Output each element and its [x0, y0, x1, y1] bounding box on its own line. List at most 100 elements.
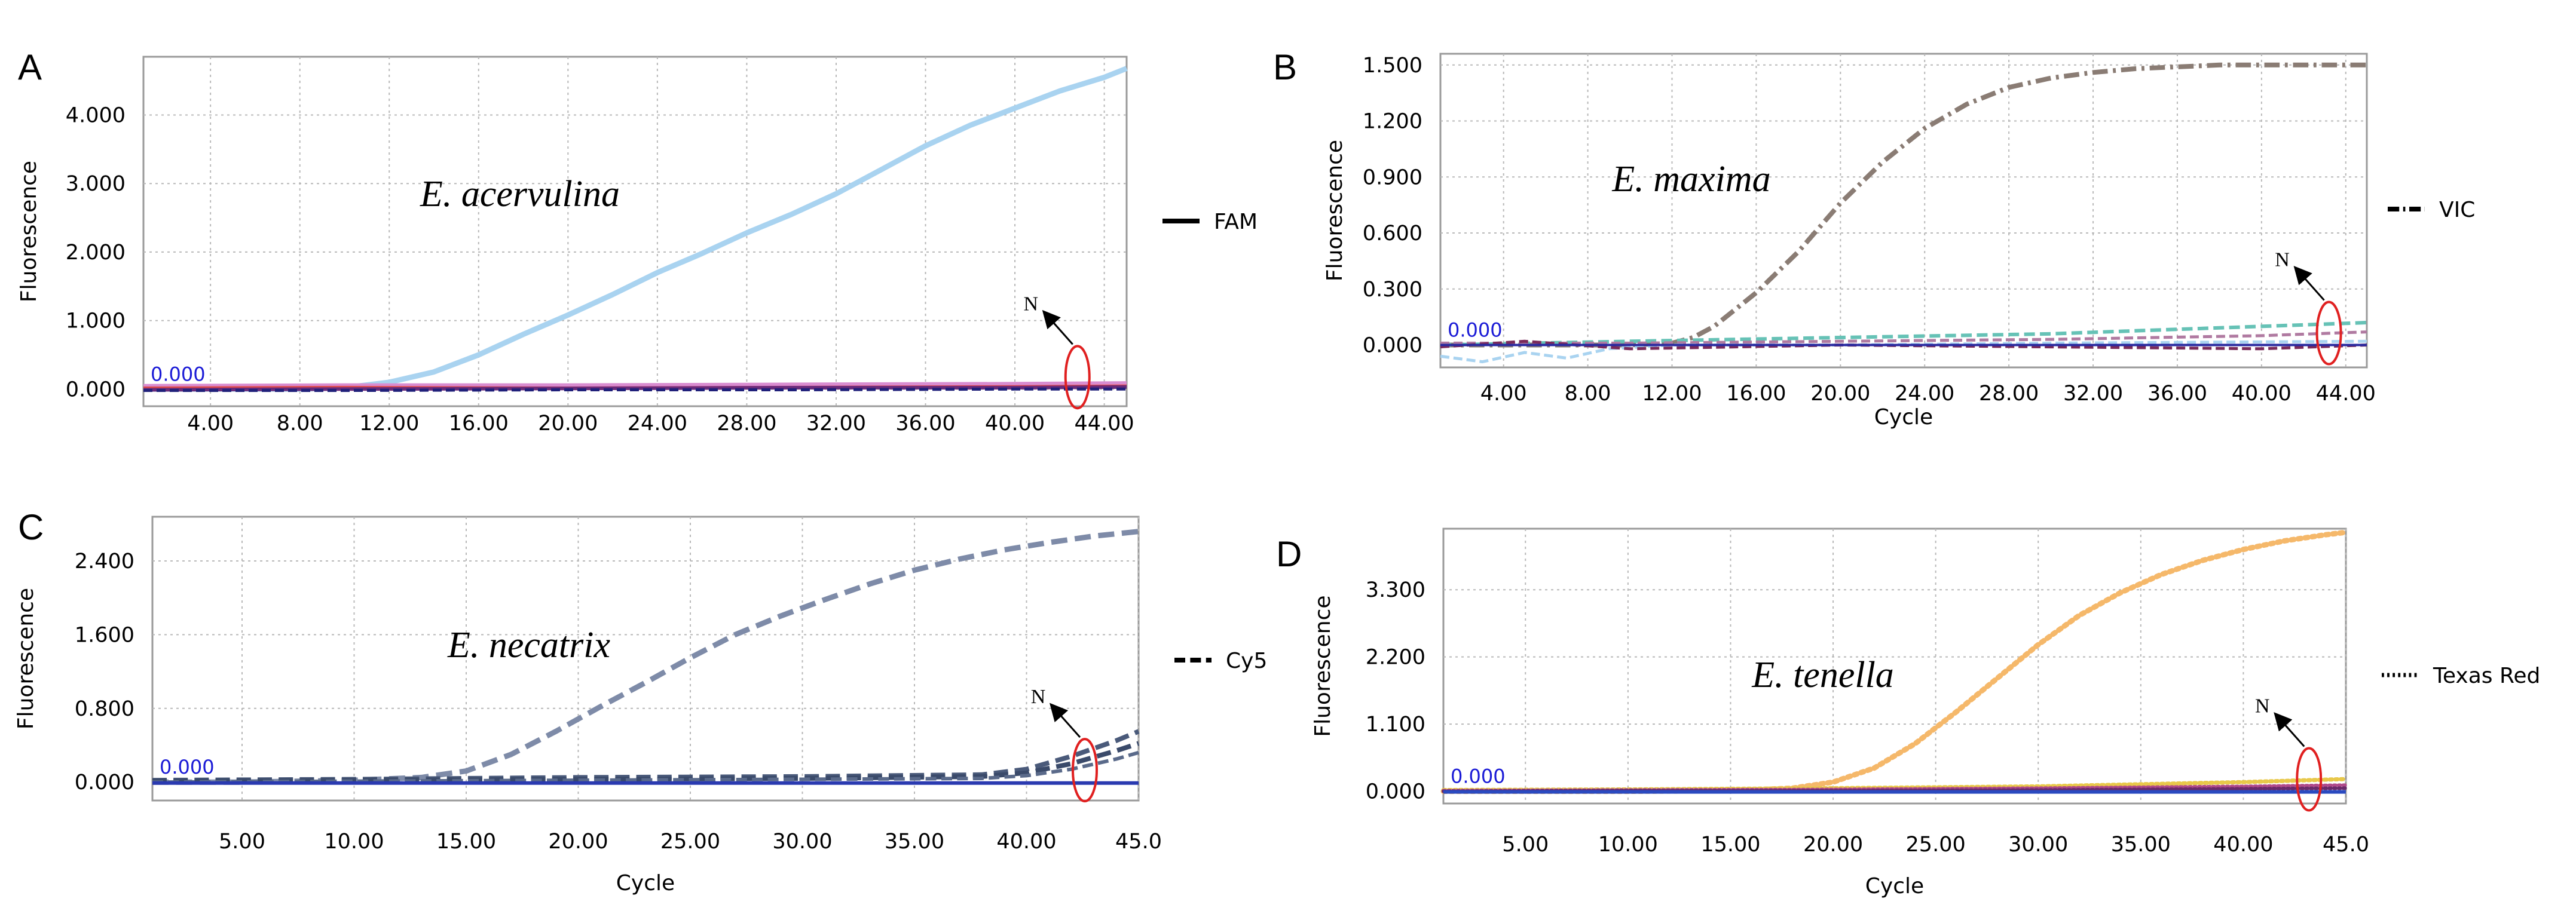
x-tick-label: 30.00	[772, 830, 832, 854]
x-axis-title: Cycle	[1865, 874, 1924, 898]
x-tick-label: 8.00	[1565, 382, 1611, 406]
negative-marker-ellipse	[2296, 747, 2323, 812]
x-tick-label: 40.00	[2213, 833, 2273, 857]
y-tick-label: 1.000	[66, 309, 126, 333]
y-tick-label: 1.600	[75, 623, 134, 647]
x-tick-label: 28.00	[717, 412, 776, 436]
y-tick-label: 2.200	[1366, 646, 1425, 670]
legend: Cy5	[1174, 649, 1267, 673]
x-tick-label: 45.0	[2323, 833, 2369, 857]
x-tick-label: 24.00	[1895, 382, 1954, 406]
panel-d: D 5.00 10.00 15.00 20.00 25.00 30.00 35.00 40.00…	[1276, 527, 2540, 898]
series-group	[1440, 529, 2349, 795]
x-tick-label: 15.00	[1700, 833, 1760, 857]
panel-c: C 5.00 10.00 15.00 20.00 25.00 30.00 35.00 40.00…	[14, 507, 1267, 895]
y-tick-label: 0.900	[1363, 165, 1422, 189]
y-axis-title: Fluorescence	[1311, 595, 1335, 737]
threshold-label: 0.000	[1451, 765, 1506, 788]
negative-marker-arrow	[1042, 309, 1073, 345]
y-tick-label: 2.000	[66, 241, 126, 265]
x-tick-label: 12.00	[359, 412, 419, 436]
y-tick-label: 1.500	[1363, 54, 1422, 78]
y-tick-label: 3.000	[66, 172, 126, 196]
plot-area	[1439, 53, 2368, 369]
species-label: E. acervulina	[420, 174, 620, 214]
series-group	[1440, 62, 2367, 364]
negative-marker-arrow	[2274, 712, 2305, 747]
plot-area	[142, 56, 1128, 407]
legend: VIC	[2388, 198, 2475, 222]
x-tick-label: 20.00	[1810, 382, 1870, 406]
y-tick-label: 4.000	[66, 104, 126, 128]
y-axis-title: Fluorescence	[14, 588, 38, 729]
x-tick-label: 40.00	[985, 412, 1045, 436]
series-line-negative-3	[152, 750, 1139, 784]
legend: FAM	[1162, 210, 1258, 234]
x-tick-label: 10.00	[324, 830, 384, 854]
x-tick-label: 8.00	[277, 412, 323, 436]
series-line-negative-3	[143, 385, 1127, 392]
panel-a: A 4.00 8.00 12.00 16.00 20.00 24.00 28.00 32.00 3…	[17, 47, 1258, 436]
x-tick-label: 20.00	[538, 412, 598, 436]
series-line-target	[152, 529, 1139, 785]
x-tick-label: 25.00	[1906, 833, 1966, 857]
x-tick-label: 4.00	[187, 412, 234, 436]
x-tick-label: 16.00	[449, 412, 509, 436]
species-label: E. maxima	[1611, 159, 1770, 200]
y-tick-label: 0.600	[1363, 222, 1422, 246]
negative-marker-ellipse	[2315, 300, 2342, 366]
x-tick-label: 12.00	[1642, 382, 1702, 406]
series-line-negative-4	[143, 387, 1127, 392]
legend-label: Texas Red	[2433, 664, 2540, 688]
x-tick-label: 4.00	[1480, 382, 1527, 406]
x-tick-label: 5.00	[1502, 833, 1549, 857]
x-tick-label: 16.00	[1726, 382, 1786, 406]
y-tick-label: 0.000	[1363, 334, 1422, 358]
plot-area	[1442, 527, 2347, 805]
legend: Texas Red	[2382, 664, 2540, 688]
x-tick-label: 20.00	[1803, 833, 1863, 857]
series-line-negative-1	[143, 381, 1127, 389]
series-line-negative-3	[1440, 339, 2367, 364]
legend-label: VIC	[2439, 198, 2475, 222]
y-tick-label: 0.000	[75, 771, 134, 795]
x-tick-label: 20.00	[548, 830, 608, 854]
x-axis-title: Cycle	[616, 871, 675, 895]
x-tick-label: 30.00	[2008, 833, 2068, 857]
series-line-negative-1	[1440, 321, 2367, 347]
threshold-label: 0.000	[151, 363, 206, 385]
series-group	[152, 529, 1140, 785]
species-label: E. necatrix	[447, 625, 610, 665]
negative-marker-label: N	[1031, 686, 1046, 708]
negative-marker-arrow	[2293, 266, 2325, 301]
y-axis-title: Fluorescence	[1323, 140, 1347, 281]
y-tick-label: 1.100	[1366, 713, 1425, 737]
x-axis-title: Cycle	[1874, 405, 1933, 430]
negative-marker-ellipse	[1072, 738, 1098, 803]
x-tick-label: 36.00	[895, 412, 955, 436]
panel-b: B 4.00 8.00 12.00 16.00 20.00 24.00 28.00 32.00 3…	[1273, 47, 2475, 430]
y-tick-label: 0.000	[66, 378, 126, 401]
plot-area	[151, 516, 1140, 802]
y-tick-label: 2.400	[75, 550, 134, 573]
y-tick-label: 3.300	[1366, 578, 1425, 602]
y-axis-title: Fluorescence	[17, 161, 41, 302]
x-tick-label: 32.00	[2063, 382, 2123, 406]
y-tick-label: 0.000	[1366, 780, 1425, 804]
panel-letter: B	[1273, 47, 1297, 87]
threshold-label: 0.000	[160, 756, 215, 778]
y-tick-label: 1.200	[1363, 110, 1422, 134]
panel-letter: D	[1276, 534, 1302, 574]
y-tick-label: 0.300	[1363, 278, 1422, 302]
panel-letter: C	[18, 507, 44, 547]
x-tick-label: 36.00	[2147, 382, 2207, 406]
series-group	[143, 66, 1128, 392]
x-tick-label: 5.00	[219, 830, 265, 854]
x-tick-label: 25.00	[660, 830, 720, 854]
x-tick-label: 44.00	[2316, 382, 2376, 406]
negative-marker-label: N	[2255, 695, 2270, 717]
x-tick-label: 32.00	[806, 412, 866, 436]
x-tick-label: 40.00	[2232, 382, 2292, 406]
